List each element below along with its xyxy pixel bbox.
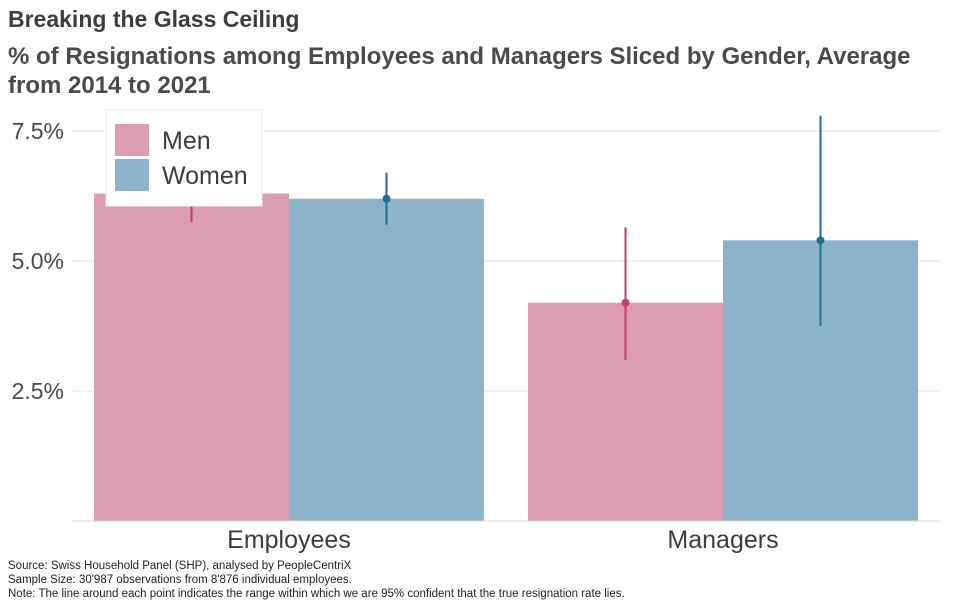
y-tick-label: 5.0%: [12, 248, 64, 274]
footer-notes: Source: Swiss Household Panel (SHP), ana…: [8, 559, 625, 601]
point-women-employees: [382, 194, 391, 203]
x-tick-label: Managers: [667, 526, 778, 554]
bar-women-employees: [289, 198, 484, 521]
point-men-managers: [621, 298, 630, 307]
axes: 2.5% 5.0% 7.5% Employees Managers: [12, 118, 940, 554]
chart-subtitle: % of Resignations among Employees and Ma…: [8, 43, 911, 99]
x-tick-label: Employees: [227, 526, 351, 554]
bars: [94, 193, 918, 522]
y-tick-label: 7.5%: [12, 118, 64, 144]
legend-swatch-women: [115, 159, 149, 191]
y-tick-label: 2.5%: [12, 378, 64, 404]
ci-note: Note: The line around each point indicat…: [8, 588, 625, 600]
sample-note: Sample Size: 30'987 observations from 8'…: [8, 574, 352, 586]
point-women-managers: [816, 236, 825, 245]
legend-label-men: Men: [162, 127, 211, 155]
bar-chart: 2.5% 5.0% 7.5% Employees Managers Men Women: [12, 109, 940, 554]
bar-men-employees: [94, 193, 289, 522]
chart-title: Breaking the Glass Ceiling: [8, 6, 300, 32]
legend-label-women: Women: [162, 162, 248, 190]
source-note: Source: Swiss Household Panel (SHP), ana…: [8, 560, 352, 572]
legend: Men Women: [105, 109, 263, 207]
legend-swatch-men: [115, 124, 149, 156]
